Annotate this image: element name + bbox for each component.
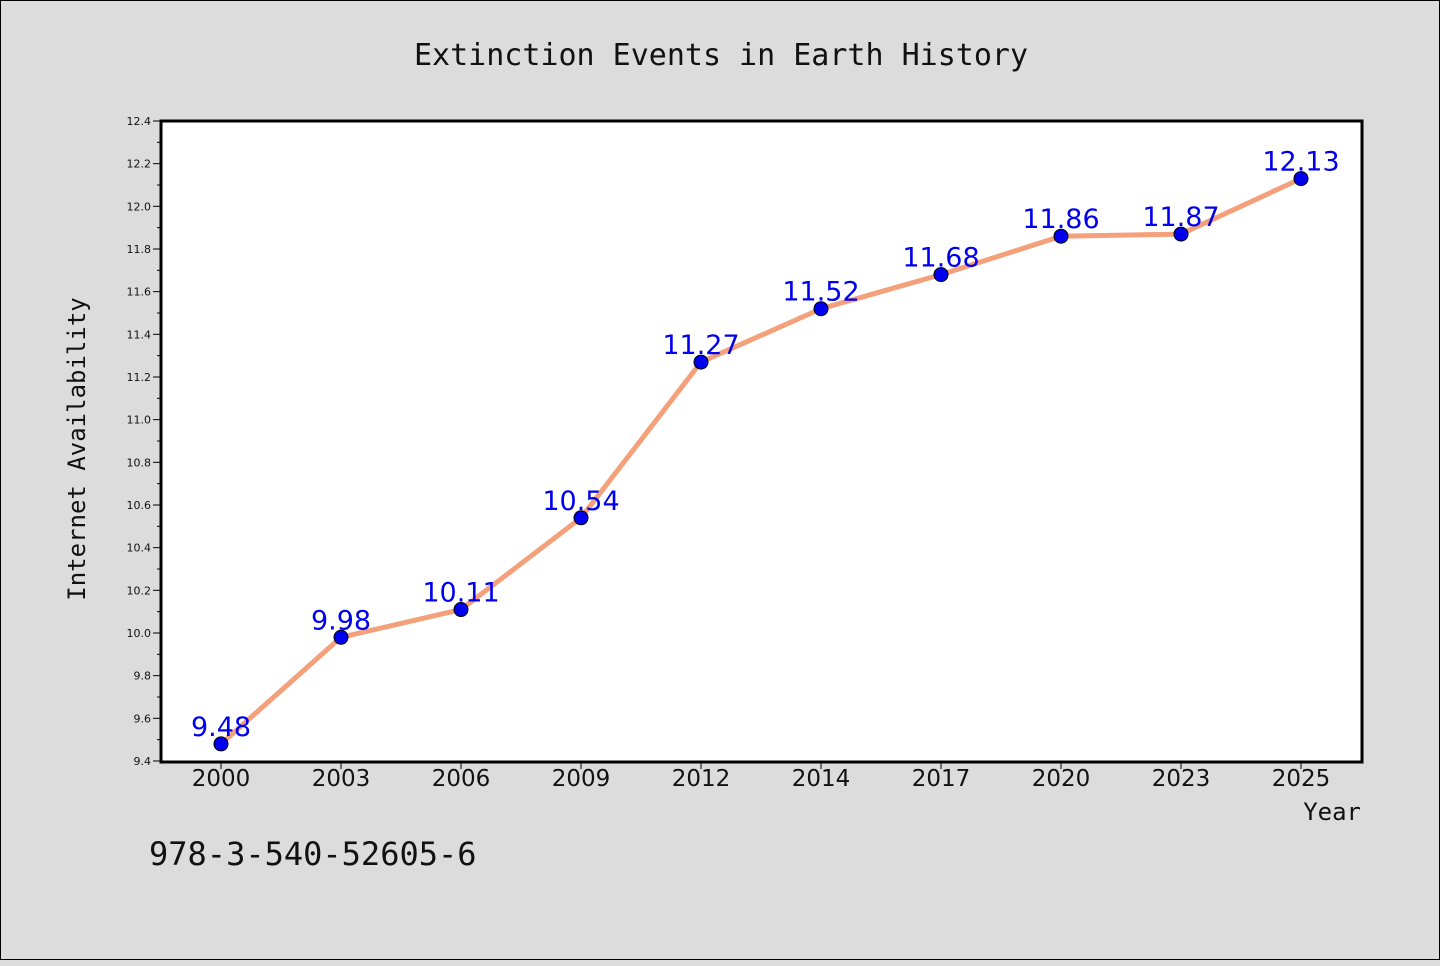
x-tick-label: 2000 [192, 766, 251, 792]
y-tick-label: 12.2 [127, 158, 152, 171]
data-label: 10.11 [422, 578, 499, 609]
y-tick-label: 9.8 [134, 670, 152, 683]
y-tick-label: 9.6 [134, 712, 152, 725]
plot-area [159, 119, 1364, 764]
data-point [213, 736, 229, 752]
x-tick-label: 2009 [552, 766, 611, 792]
data-point [1293, 171, 1309, 187]
data-labels: 9.48 9.98 10.11 10.54 11.27 11.52 11.68 11.86 11… [191, 147, 1340, 743]
y-tick-label: 10.6 [127, 499, 152, 512]
x-tick-label: 2006 [432, 766, 491, 792]
y-tick-label: 12.4 [127, 115, 152, 128]
data-point [1173, 226, 1189, 242]
data-point [453, 602, 469, 618]
data-points [213, 171, 1309, 752]
y-tick-label: 11.6 [127, 286, 152, 299]
x-axis-label: Year [1303, 798, 1361, 826]
x-tick-label: 2025 [1272, 766, 1331, 792]
y-tick-label: 11.2 [127, 371, 152, 384]
x-tick-label: 2012 [672, 766, 731, 792]
data-point [933, 267, 949, 283]
x-tick-label: 2017 [912, 766, 971, 792]
data-point [1053, 228, 1069, 244]
x-tick-label: 2014 [792, 766, 851, 792]
y-axis-ticks: 9.4 9.6 9.8 10.0 10.2 10.4 10.6 10.8 11.0 11.2 11.… [127, 115, 161, 768]
y-tick-label: 12.0 [127, 200, 152, 213]
x-tick-label: 2003 [312, 766, 371, 792]
y-tick-label: 11.0 [127, 414, 152, 427]
chart-title: Extinction Events in Earth History [414, 38, 1028, 73]
data-point [333, 629, 349, 645]
x-tick-label: 2023 [1152, 766, 1211, 792]
x-tick-label: 2020 [1032, 766, 1091, 792]
x-axis-ticks: 2000 2003 2006 2009 2012 2014 2017 2020 2023 2025 [192, 761, 1331, 792]
data-point [813, 301, 829, 317]
y-tick-label: 11.8 [127, 243, 152, 256]
data-label: 11.87 [1142, 202, 1219, 233]
data-label: 10.54 [542, 486, 619, 517]
y-tick-label: 10.2 [127, 584, 152, 597]
series-line [218, 176, 1304, 747]
y-tick-label: 11.4 [127, 328, 152, 341]
data-point [693, 354, 709, 370]
data-label: 11.27 [662, 330, 739, 361]
data-label: 11.68 [902, 243, 979, 274]
y-tick-label: 9.4 [134, 755, 152, 768]
data-label: 9.48 [191, 712, 251, 743]
y-tick-label: 10.8 [127, 456, 152, 469]
data-label: 11.52 [782, 277, 859, 308]
y-tick-label: 10.4 [127, 542, 152, 555]
y-axis-label: Internet Availability [63, 297, 91, 600]
data-label: 9.98 [311, 605, 371, 636]
data-label: 12.13 [1262, 147, 1339, 178]
isbn-text: 978-3-540-52605-6 [149, 835, 477, 873]
data-label: 11.86 [1022, 204, 1099, 235]
y-tick-label: 10.0 [127, 627, 152, 640]
data-point [573, 510, 589, 526]
